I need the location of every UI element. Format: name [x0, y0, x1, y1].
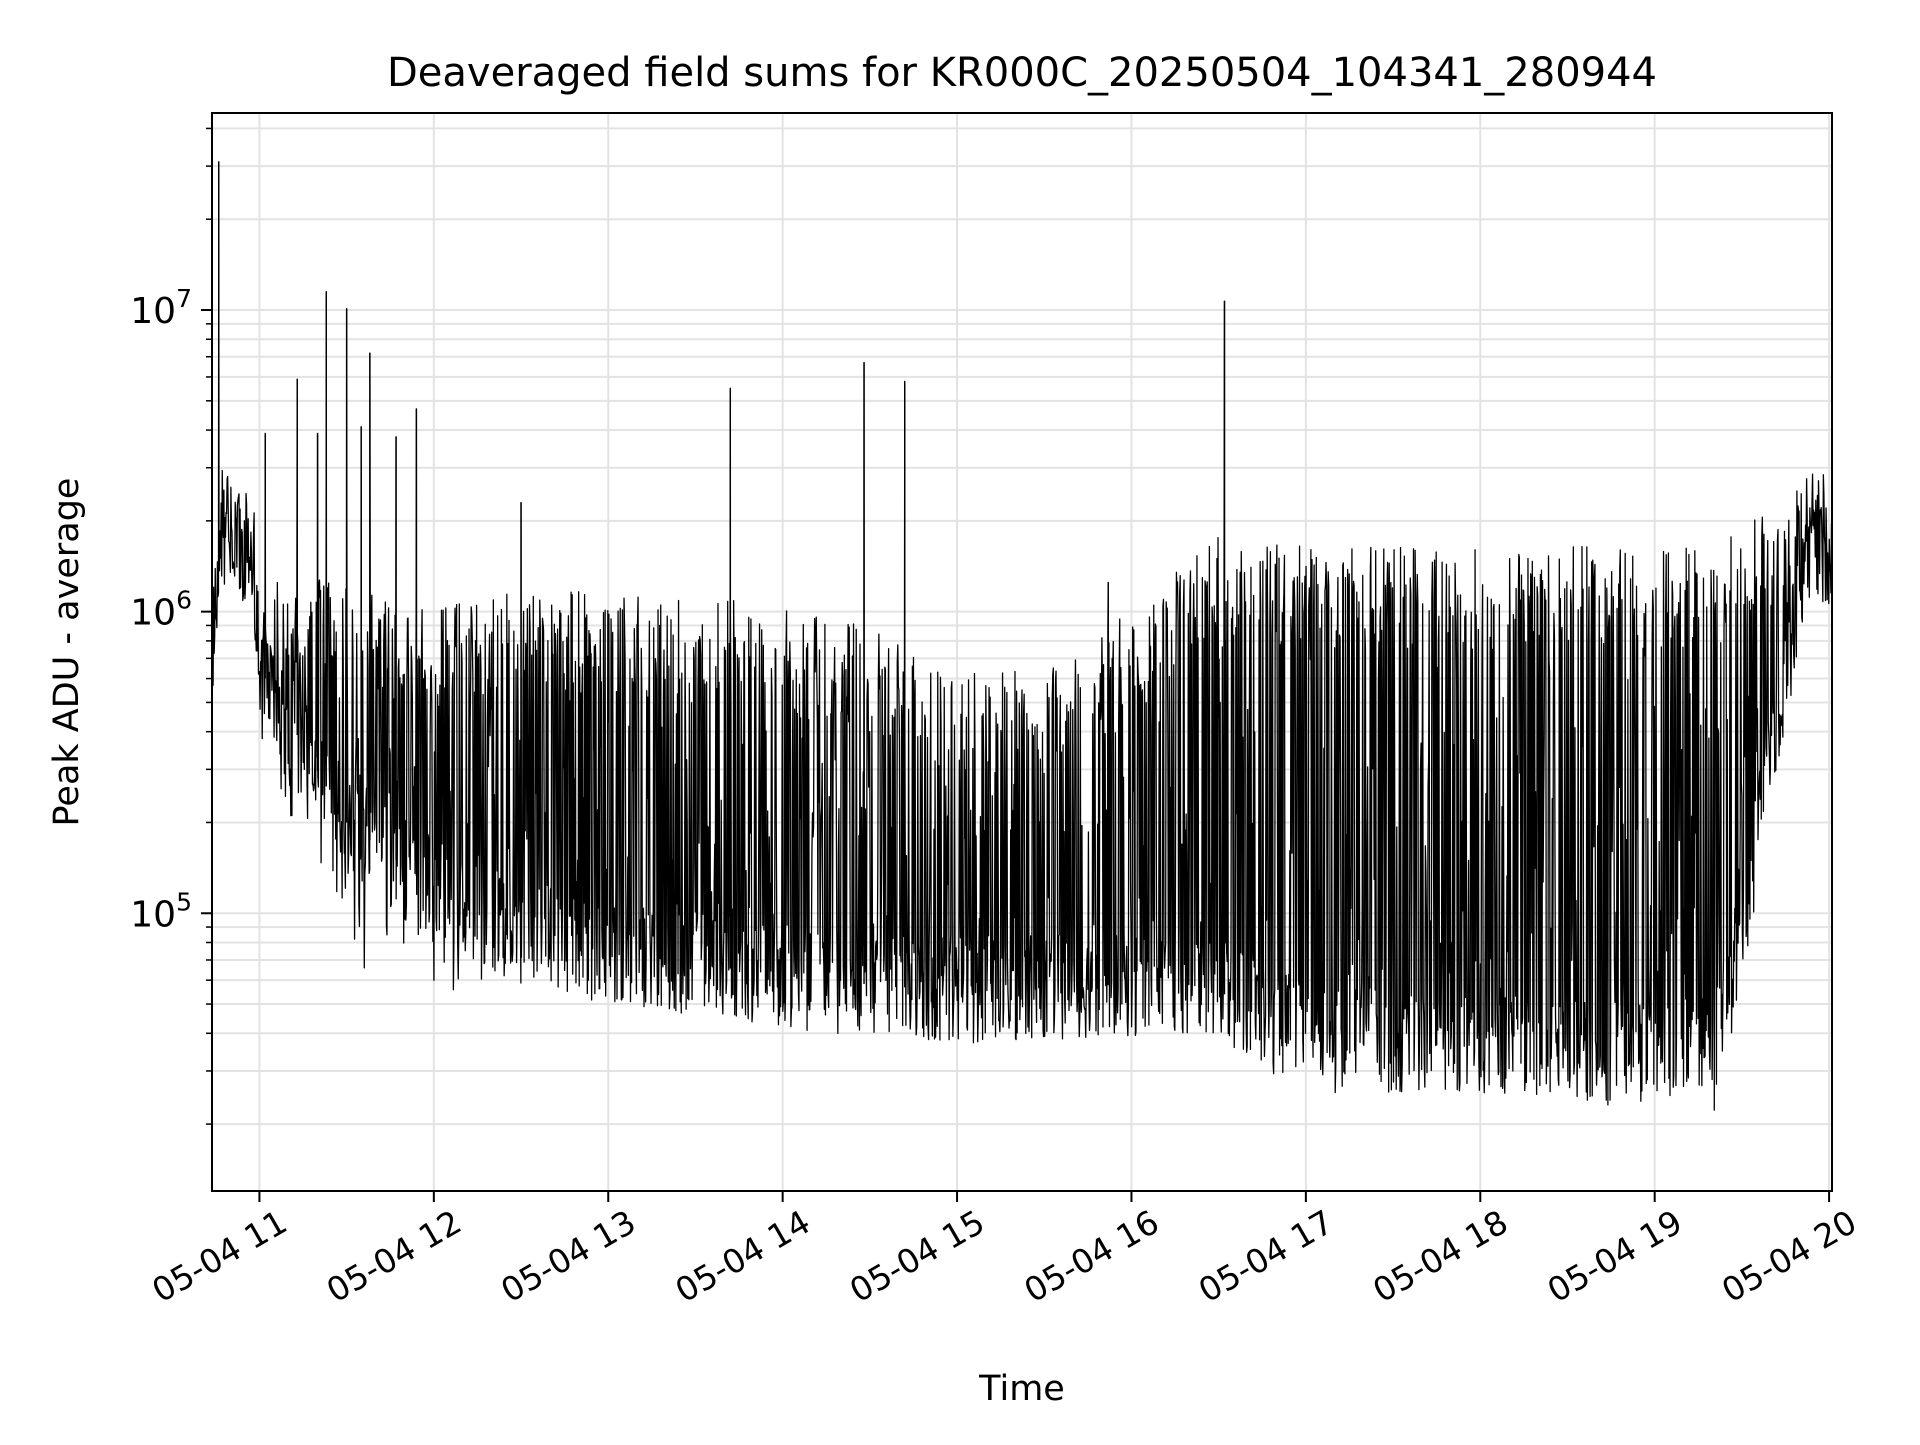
plot-frame: [211, 112, 1833, 1192]
x-axis-label: Time: [978, 1369, 1065, 1409]
series-line: [211, 161, 1833, 1111]
y-tick-label: 107: [130, 284, 192, 332]
y-axis-label: Peak ADU - average: [47, 478, 87, 827]
chart-title: Deaveraged field sums for KR000C_2025050…: [387, 50, 1657, 96]
y-tick-label: 106: [130, 586, 192, 634]
y-tick-label: 105: [130, 887, 192, 935]
y-axis-ticks: 105 106 107: [130, 127, 212, 1125]
